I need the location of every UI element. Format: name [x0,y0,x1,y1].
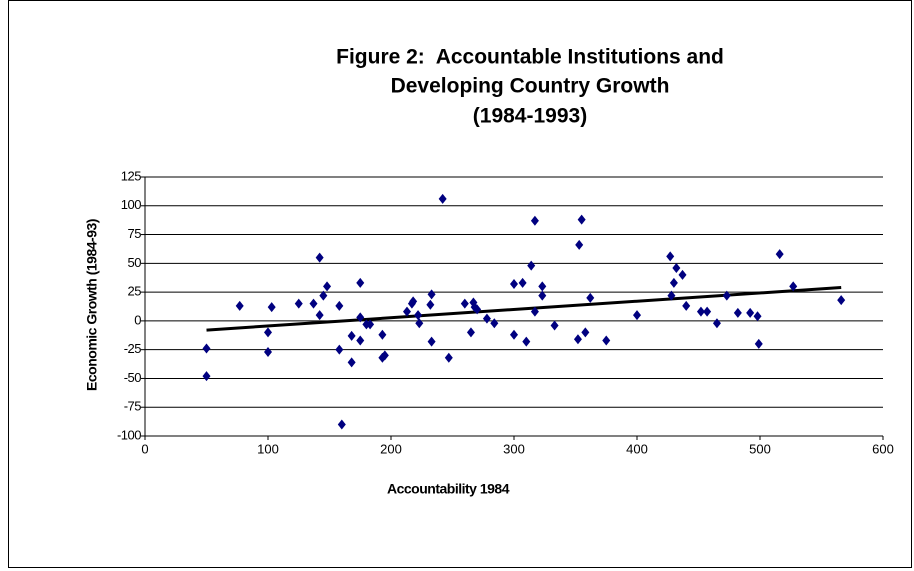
point [347,357,356,368]
point [696,306,705,317]
point [414,310,423,321]
point [667,290,676,301]
point [789,281,798,292]
point [356,312,365,323]
point [402,306,411,317]
x-tick-label: 0 [141,441,148,456]
point [530,306,539,317]
point [753,311,762,322]
point [633,310,641,321]
y-tick-label: 50 [128,255,142,270]
point [309,298,318,309]
point [356,277,365,288]
x-tick-label: 200 [380,441,402,456]
point [466,327,475,338]
y-tick-label: 125 [121,168,141,183]
point [202,371,211,382]
point [323,281,332,292]
chart-title: Developing Country Growth [391,75,670,98]
point [575,239,584,250]
chart-title: Figure 2: Accountable Institutions and [336,46,724,69]
point [378,329,387,340]
chart-title: (1984-1993) [473,105,587,128]
x-tick-label: 400 [626,441,648,456]
y-tick-label: 0 [134,312,141,327]
y-tick-label: -75 [124,399,142,414]
point [550,320,559,331]
point [682,300,691,311]
point [666,251,675,262]
x-tick-label: 300 [503,441,525,456]
point [775,249,784,260]
point [722,290,731,301]
point [527,260,536,271]
point [319,290,328,301]
point [538,290,547,301]
point [837,295,846,306]
point [510,279,518,290]
x-tick-label: 500 [749,441,771,456]
point [444,352,453,363]
point [264,346,272,357]
point [335,344,344,355]
point [337,419,346,430]
point [733,307,742,318]
point [427,336,436,347]
point [746,307,755,318]
chart-border [8,0,912,568]
point [202,343,211,354]
point [522,336,531,347]
y-axis-label: Economic Growth (1984-93) [84,219,100,391]
point [672,262,681,273]
point [347,330,356,341]
point [356,335,365,346]
point [315,252,324,263]
point [577,214,586,225]
point [482,313,491,324]
point [473,304,482,315]
y-tick-label: -50 [124,370,142,385]
y-tick-label: -25 [124,341,142,356]
point [366,319,375,330]
point [438,193,447,204]
point [426,299,435,310]
point [754,338,763,349]
trendline [206,286,842,332]
point [586,292,595,303]
point [538,281,547,292]
x-tick-label: 600 [872,441,894,456]
y-tick-label: 75 [128,226,142,241]
y-tick-label: 100 [121,197,141,212]
point [460,298,469,309]
point [602,335,611,346]
point [518,277,527,288]
point [380,350,389,361]
point [530,215,539,226]
point [510,329,518,340]
x-tick-label: 100 [257,441,279,456]
point [490,318,499,329]
point [267,302,276,313]
point [264,327,272,338]
point [573,334,582,345]
point [678,269,687,280]
point [669,277,678,288]
point [235,300,244,311]
y-tick-label: -100 [117,427,141,442]
point [703,306,712,317]
y-tick-label: 25 [128,284,142,299]
point [581,327,590,338]
point [415,318,424,329]
point [712,318,721,329]
point [294,298,303,309]
x-axis-label: Accountability 1984 [387,481,510,497]
point [427,289,436,300]
point [409,296,418,307]
point [335,300,344,311]
point [315,310,324,321]
